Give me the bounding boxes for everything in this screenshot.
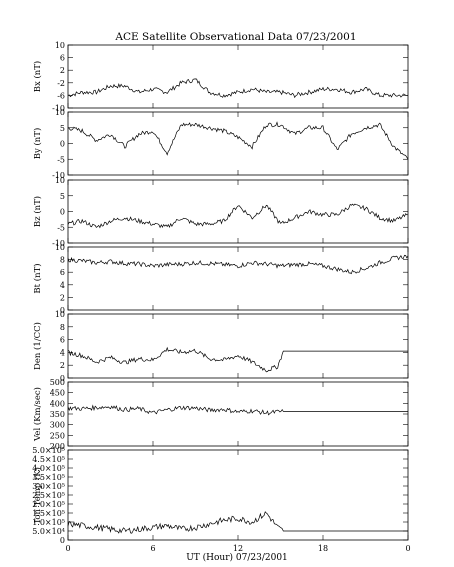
y-axis-label: Bz (nT) bbox=[32, 196, 43, 227]
series-line bbox=[67, 346, 408, 373]
y-tick-label: 5.0×10⁵ bbox=[32, 446, 65, 455]
y-tick-label: 0 bbox=[60, 536, 65, 545]
y-tick-label: 3.0×10⁵ bbox=[32, 482, 65, 491]
series-line bbox=[67, 121, 409, 160]
y-tick-label: 350 bbox=[50, 410, 65, 419]
y-tick-label: 10 bbox=[55, 310, 65, 319]
y-tick-label: 3.5×10⁵ bbox=[32, 473, 65, 482]
y-tick-label: 2.0×10⁵ bbox=[32, 500, 65, 509]
y-tick-label: -10 bbox=[52, 104, 65, 113]
y-tick-label: 4 bbox=[60, 281, 65, 290]
y-axis-label: By (nT) bbox=[32, 128, 43, 160]
y-tick-label: 2.5×10⁵ bbox=[32, 491, 65, 500]
y-tick-label: -10 bbox=[52, 239, 65, 248]
y-tick-label: 8 bbox=[60, 323, 65, 332]
y-tick-label: 2 bbox=[60, 66, 65, 75]
panel-4: 0 2 4 6 8 10 Bt (nT) bbox=[32, 243, 409, 315]
panel-frame bbox=[67, 313, 409, 379]
y-tick-label: -10 bbox=[52, 171, 65, 180]
y-axis-label: Den (1/CC) bbox=[32, 322, 43, 370]
y-axis-label: Bx (nT) bbox=[32, 61, 43, 93]
panel-frame bbox=[67, 449, 409, 541]
series-line bbox=[67, 203, 409, 229]
panel-1: -10 -6 -2 2 6 10 Bx (nT) bbox=[32, 41, 409, 113]
y-tick-label: -6 bbox=[57, 91, 65, 100]
y-tick-label: 10 bbox=[55, 243, 65, 252]
panel-frame bbox=[67, 111, 409, 176]
panel-5: 0 2 4 6 8 10 Den (1/CC) bbox=[32, 310, 409, 383]
series-line bbox=[67, 404, 408, 416]
y-tick-label: 400 bbox=[50, 399, 65, 408]
x-axis-label: UT (Hour) 07/23/2001 bbox=[186, 552, 288, 563]
y-tick-label: 6 bbox=[60, 336, 65, 345]
y-tick-label: 4.5×10⁵ bbox=[32, 455, 65, 464]
y-tick-label: 5.0×10⁴ bbox=[32, 527, 65, 536]
y-tick-label: 0 bbox=[60, 306, 65, 315]
y-tick-label: 6 bbox=[60, 54, 65, 63]
panels-group: -10 -6 -2 2 6 10 Bx (nT) -10 -5 0 5 10 By (nT) -10 -5 0… bbox=[32, 41, 409, 545]
panel-2: -10 -5 0 5 10 By (nT) bbox=[32, 108, 409, 180]
y-tick-label: 4 bbox=[60, 348, 65, 357]
y-tick-label: 2 bbox=[60, 361, 65, 370]
y-tick-label: 10 bbox=[55, 41, 65, 50]
y-axis-label: Vel (Km/sec) bbox=[32, 387, 43, 442]
y-tick-label: 2 bbox=[60, 293, 65, 302]
series-line bbox=[67, 254, 409, 275]
panel-frame bbox=[67, 179, 409, 244]
chart-title: ACE Satellite Observational Data 07/23/2… bbox=[114, 31, 356, 43]
y-tick-label: 500 bbox=[50, 378, 65, 387]
y-tick-label: 5 bbox=[60, 192, 65, 201]
y-tick-label: 1.0×10⁵ bbox=[32, 518, 65, 527]
series-line bbox=[67, 78, 409, 99]
y-tick-label: 0 bbox=[60, 140, 65, 149]
x-tick-label: 12 bbox=[233, 544, 243, 553]
y-tick-label: 0 bbox=[60, 208, 65, 217]
x-axis: 0 6 12 18 0 bbox=[65, 544, 410, 553]
y-tick-label: 1.5×10⁵ bbox=[32, 509, 65, 518]
panel-3: -10 -5 0 5 10 Bz (nT) bbox=[32, 176, 409, 248]
y-tick-label: 250 bbox=[50, 431, 65, 440]
y-tick-label: 8 bbox=[60, 256, 65, 265]
y-tick-label: 5 bbox=[60, 124, 65, 133]
x-tick-label: 6 bbox=[150, 544, 155, 553]
y-axis-label: Ion Temp (K) bbox=[32, 467, 43, 523]
series-line bbox=[67, 511, 408, 534]
y-tick-label: -2 bbox=[57, 79, 65, 88]
y-tick-label: -5 bbox=[57, 155, 65, 164]
y-tick-label: 450 bbox=[50, 389, 65, 398]
panel-frame bbox=[67, 246, 409, 311]
y-tick-label: 200 bbox=[50, 442, 65, 451]
y-axis-label: Bt (nT) bbox=[32, 263, 43, 293]
y-tick-label: 6 bbox=[60, 268, 65, 277]
x-tick-label: 18 bbox=[318, 544, 328, 553]
y-tick-label: 10 bbox=[55, 108, 65, 117]
y-tick-label: 0 bbox=[60, 374, 65, 383]
y-tick-label: 300 bbox=[50, 421, 65, 430]
y-tick-label: -5 bbox=[57, 223, 65, 232]
x-tick-label: 0 bbox=[65, 544, 70, 553]
x-tick-label: 0 bbox=[405, 544, 410, 553]
panel-frame bbox=[67, 44, 409, 109]
panel-frame bbox=[67, 381, 409, 447]
y-tick-label: 4.0×10⁵ bbox=[32, 464, 65, 473]
panel-7: 05.0×10⁴1.0×10⁵1.5×10⁵2.0×10⁵2.5×10⁵3.0×… bbox=[32, 446, 409, 545]
y-tick-label: 10 bbox=[55, 176, 65, 185]
